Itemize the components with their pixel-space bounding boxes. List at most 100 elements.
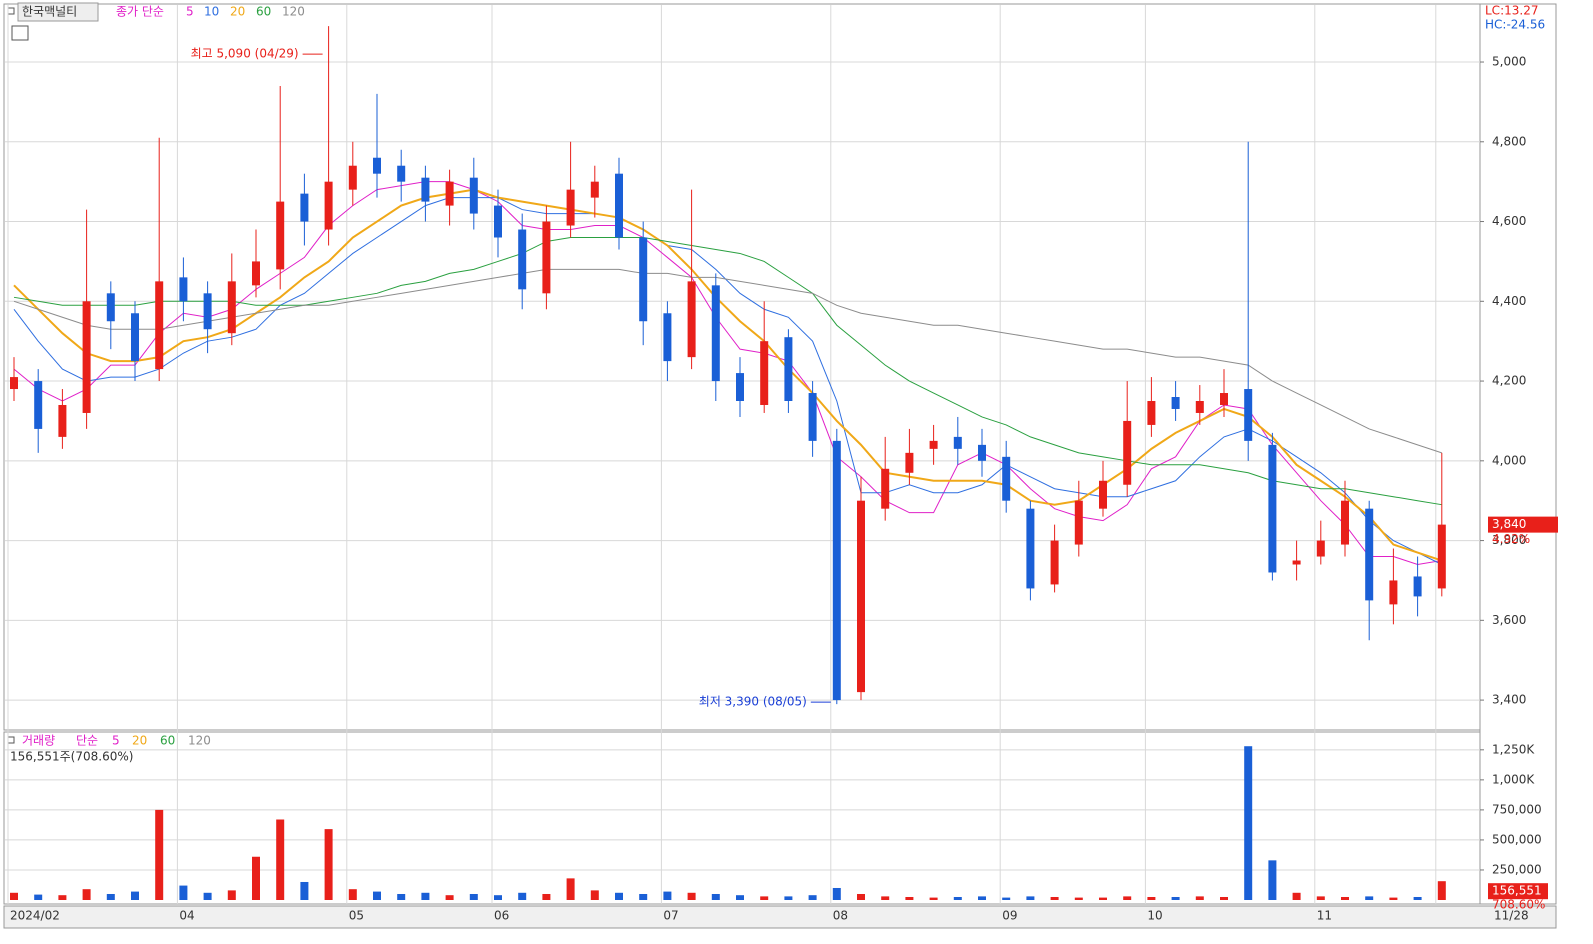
volume-bar [179, 885, 188, 900]
price-frame [3, 3, 1481, 731]
candle-body [1074, 500, 1083, 545]
volume-bar [711, 893, 720, 900]
volume-bar [1389, 897, 1398, 900]
ma-line [13, 181, 1442, 566]
volume-tag: 156,551 [1492, 884, 1542, 898]
candle-body [542, 221, 551, 294]
y-tick-label: 750,000 [1492, 802, 1542, 816]
y-tick-label: 3,600 [1492, 613, 1526, 627]
candle-body [832, 440, 841, 701]
volume-bar [227, 890, 236, 900]
volume-bar [155, 809, 164, 900]
volume-bar [590, 890, 599, 900]
candle-body [736, 373, 744, 401]
change-tag: 4.92% [1492, 532, 1530, 546]
ma-line [13, 236, 1442, 506]
volume-bar [58, 895, 67, 900]
volume-bar [300, 881, 309, 900]
ratio-tag: 708.60% [1492, 898, 1545, 912]
legend-entry: 120 [282, 5, 305, 19]
legend-entry: 60 [160, 734, 175, 748]
y-tick-label: 250,000 [1492, 862, 1542, 876]
volume-bar [808, 895, 817, 900]
candle-body [881, 468, 890, 509]
candle-body [106, 293, 115, 322]
volume-bar [857, 893, 865, 900]
volume-bar [34, 894, 43, 900]
volume-bar [1050, 896, 1059, 900]
volume-bar [1268, 860, 1277, 900]
table-icon[interactable] [11, 25, 29, 41]
candle-body [1171, 397, 1180, 409]
candle-body [978, 444, 986, 461]
volume-bar [348, 889, 357, 900]
volume-bar [1244, 746, 1253, 900]
candle-body [953, 436, 962, 449]
volume-bar [832, 887, 841, 900]
candle-body [155, 281, 164, 370]
hc: HC:-24.56 [1485, 18, 1545, 32]
volume-bar [1220, 896, 1228, 900]
x-tick-label: 10 [1147, 909, 1162, 923]
volume-bar [445, 895, 454, 900]
candle-body [373, 157, 381, 174]
volume-bar [1437, 881, 1446, 900]
legend-entry: 5 [186, 5, 194, 19]
icon[interactable] [7, 736, 15, 744]
x-tick-label: 04 [179, 909, 194, 923]
candle-body [1292, 560, 1301, 565]
volume-bar [106, 893, 115, 900]
volume-bar [324, 829, 333, 900]
candle-body [929, 440, 938, 449]
candle-body [324, 181, 333, 230]
candle-body [203, 293, 212, 330]
volume-bar [953, 896, 962, 900]
ma-line [13, 188, 1443, 562]
candle-body [1050, 540, 1059, 585]
volume-bar [252, 856, 260, 900]
y-tick-label: 1,000K [1492, 772, 1535, 786]
candle-body [1389, 580, 1398, 605]
candle-body [397, 165, 406, 182]
volume-bar [494, 895, 502, 900]
volume-bar [10, 892, 18, 900]
volume-bar [82, 889, 91, 900]
y-tick-label: 4,600 [1492, 214, 1526, 228]
candle-body [1316, 540, 1325, 557]
legend-entry: 10 [204, 5, 219, 19]
candle-body [760, 341, 769, 405]
volume-bar [1365, 896, 1374, 900]
candle-body [711, 285, 720, 382]
volume-bar [929, 897, 938, 900]
y-tick-label: 3,800 [1492, 533, 1526, 547]
y-tick-label: 500,000 [1492, 832, 1542, 846]
volume-bar [1147, 896, 1156, 900]
volume-bar [1292, 892, 1301, 900]
volume-info: 156,551주(708.60%) [10, 750, 133, 764]
candle-body [857, 500, 865, 693]
volume-bar [905, 896, 914, 900]
volume-bar [736, 895, 744, 900]
candle-body [590, 181, 599, 198]
date-axis [3, 905, 1557, 929]
volume-bar [978, 896, 986, 900]
lc: LC:13.27 [1485, 4, 1538, 18]
candle-body [82, 301, 91, 413]
volume-bar [760, 896, 769, 900]
x-tick-label: 06 [494, 909, 509, 923]
y-tick-label: 4,400 [1492, 294, 1526, 308]
candle-body [1413, 576, 1422, 597]
candle-body [469, 177, 478, 214]
candle-body [1268, 444, 1277, 573]
volume-name: 거래량 [22, 734, 55, 748]
candle-body [615, 173, 623, 238]
volume-bar [131, 891, 139, 900]
icon[interactable] [7, 7, 15, 15]
volume-bar [1341, 896, 1349, 900]
x-tick-label: 08 [833, 909, 848, 923]
legend-entry: 60 [256, 5, 271, 19]
stock-name-box[interactable] [17, 2, 99, 22]
volume-frame [3, 731, 1481, 905]
volume-bar [397, 893, 406, 900]
